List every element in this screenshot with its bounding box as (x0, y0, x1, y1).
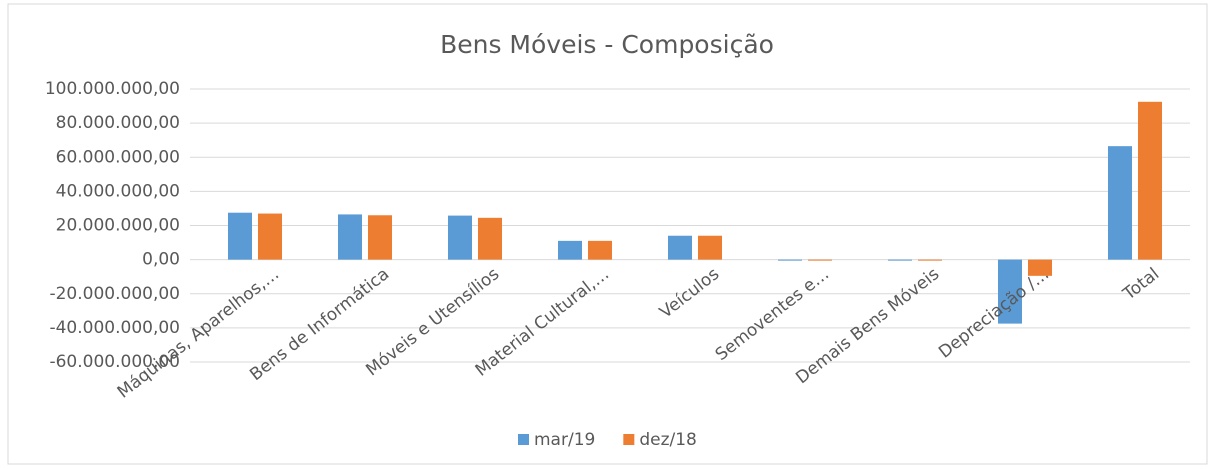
bar (778, 259, 802, 261)
bar (1138, 101, 1162, 260)
y-tick-label: -60.000.000,00 (49, 352, 180, 372)
bar (558, 240, 582, 260)
chart-title: Bens Móveis - Composição (440, 30, 774, 59)
bar (808, 259, 832, 261)
bar (258, 213, 282, 260)
y-tick-label: 100.000.000,00 (45, 79, 180, 99)
bar (668, 235, 692, 260)
chart-frame (7, 3, 1208, 465)
y-tick-label: -20.000.000,00 (49, 284, 180, 304)
bar (698, 235, 722, 260)
bar (368, 215, 392, 260)
bar (448, 215, 472, 260)
legend-swatch (518, 434, 529, 445)
legend-label: mar/19 (534, 430, 595, 450)
y-tick-label: 0,00 (142, 250, 180, 270)
bar (588, 240, 612, 260)
bar (228, 212, 252, 260)
bar (998, 259, 1022, 324)
y-tick-label: 80.000.000,00 (56, 113, 180, 133)
bar (478, 217, 502, 260)
legend-label: dez/18 (639, 430, 697, 450)
y-tick-label: 20.000.000,00 (56, 216, 180, 236)
y-tick-label: -40.000.000,00 (49, 318, 180, 338)
bar (888, 259, 912, 261)
legend-swatch (623, 434, 635, 445)
bar (338, 214, 362, 260)
bar (1108, 146, 1132, 260)
bar (918, 259, 942, 261)
bar (1028, 259, 1052, 276)
y-tick-label: 60.000.000,00 (56, 147, 180, 167)
y-tick-label: 40.000.000,00 (56, 181, 180, 201)
